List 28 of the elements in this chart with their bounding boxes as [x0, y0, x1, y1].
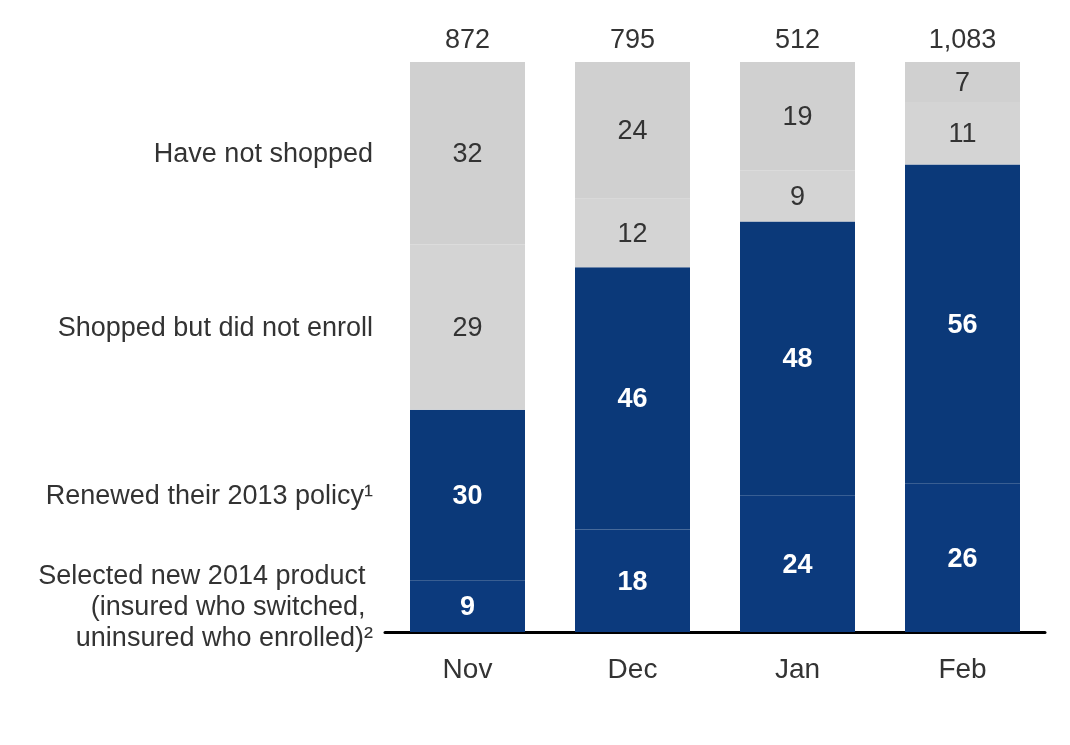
data-label: 24	[617, 115, 648, 146]
data-label: 11	[948, 118, 977, 149]
data-label: 46	[617, 383, 648, 414]
text: 1,083	[928, 23, 997, 54]
data-label: 32	[452, 138, 483, 169]
x-tick-label: Feb	[938, 652, 987, 684]
data-label: 48	[782, 343, 813, 374]
text: 512	[774, 23, 821, 54]
series-label: Have not shopped	[153, 138, 373, 169]
x-tick-label: Nov	[442, 652, 493, 684]
data-label: 9	[459, 591, 476, 622]
data-label: 56	[947, 309, 978, 340]
x-tick-label: Jan	[774, 652, 821, 684]
data-label: 12	[617, 218, 648, 248]
data-label: 26	[947, 542, 978, 573]
data-label: 9	[789, 180, 806, 211]
data-label: 30	[452, 480, 483, 511]
data-label: 24	[782, 548, 813, 579]
series-label: Selected new 2014 product (insured who switched, uninsured who enrolled)²	[38, 560, 374, 653]
text: 872	[444, 23, 491, 54]
series-label: Renewed their 2013 policy¹	[45, 480, 373, 511]
data-label: 18	[617, 565, 648, 596]
series-label: Shopped but did not enroll	[57, 312, 373, 343]
text: 795	[609, 23, 656, 54]
data-label: 29	[452, 312, 483, 343]
x-tick-label: Dec	[607, 652, 658, 684]
data-label: 19	[782, 101, 813, 132]
data-label: 7	[954, 66, 971, 97]
